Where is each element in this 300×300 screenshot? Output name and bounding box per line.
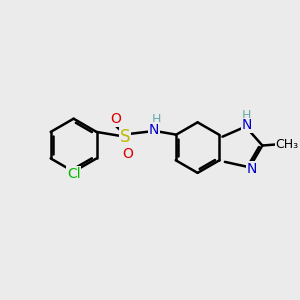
Text: N: N xyxy=(149,122,159,136)
Text: H: H xyxy=(242,109,251,122)
Text: N: N xyxy=(247,161,257,176)
Text: N: N xyxy=(242,118,252,132)
Text: S: S xyxy=(120,128,130,146)
Text: O: O xyxy=(122,147,133,161)
Text: H: H xyxy=(152,113,161,126)
Text: O: O xyxy=(110,112,121,126)
Text: CH₃: CH₃ xyxy=(276,138,299,151)
Text: Cl: Cl xyxy=(67,167,80,181)
